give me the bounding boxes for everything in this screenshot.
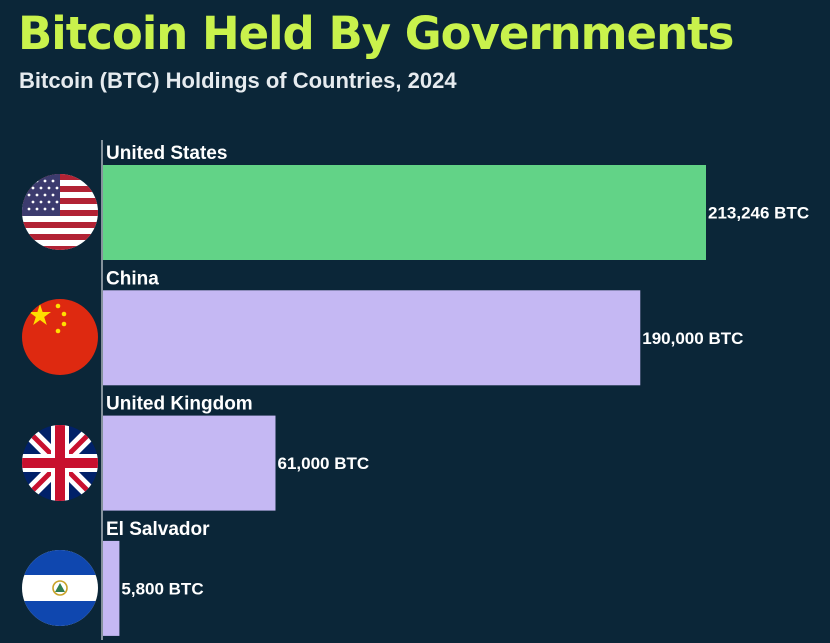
bar xyxy=(103,540,120,636)
value-label: 190,000 BTC xyxy=(642,329,743,348)
category-label: El Salvador xyxy=(106,519,210,540)
usa-flag-icon xyxy=(22,174,98,250)
bar xyxy=(103,290,641,386)
value-label: 213,246 BTC xyxy=(708,204,809,223)
china-flag-icon xyxy=(22,299,98,375)
bar xyxy=(103,415,276,511)
value-label: 5,800 BTC xyxy=(121,579,203,598)
chart-subtitle: Bitcoin (BTC) Holdings of Countries, 202… xyxy=(19,68,457,93)
chart-title: Bitcoin Held By Governments xyxy=(18,7,734,60)
category-label: United States xyxy=(106,143,227,164)
category-label: United Kingdom xyxy=(106,394,253,415)
bar xyxy=(103,165,706,260)
category-label: China xyxy=(106,268,159,289)
value-label: 61,000 BTC xyxy=(277,454,369,473)
el-salvador-flag-icon xyxy=(22,550,98,626)
uk-flag-icon xyxy=(22,425,98,501)
